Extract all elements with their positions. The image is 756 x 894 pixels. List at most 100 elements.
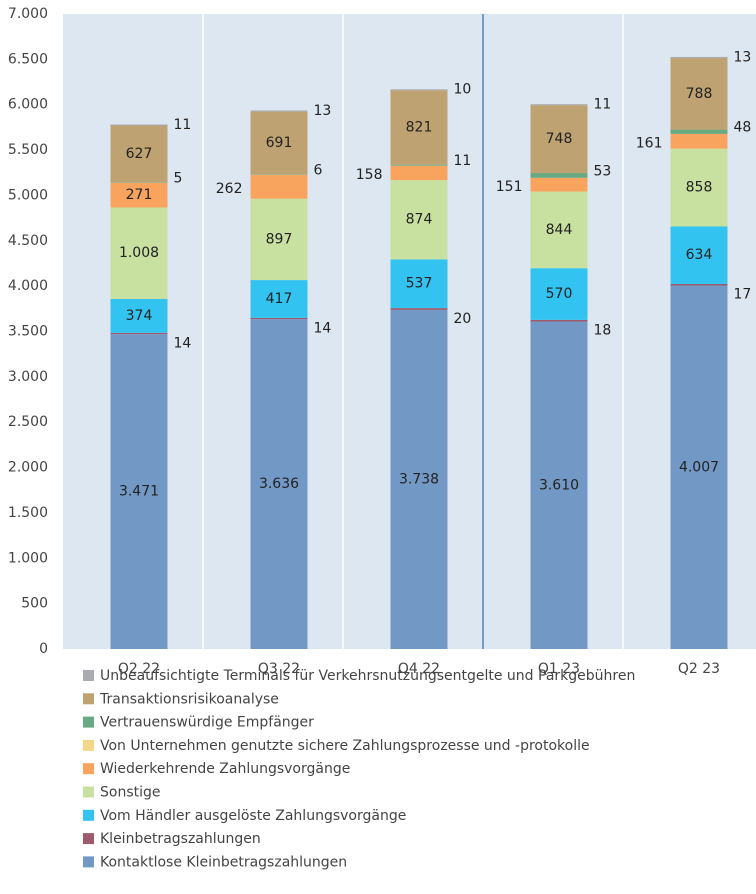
data-label: 570 [546, 286, 573, 302]
y-tick-label: 5.500 [8, 142, 48, 158]
y-tick-label: 6.500 [8, 51, 48, 67]
bar-segment [250, 280, 308, 318]
data-label: 53 [594, 163, 612, 179]
data-label: 3.636 [259, 476, 299, 492]
data-label: 48 [734, 120, 752, 136]
legend-swatch [83, 786, 94, 798]
data-label: 11 [594, 97, 612, 113]
data-label: 537 [406, 276, 433, 292]
x-tick-label: Q4 22 [398, 661, 440, 677]
data-label: 14 [174, 335, 192, 351]
legend-swatch [83, 739, 94, 751]
data-label: 5 [174, 171, 183, 187]
legend-swatch [83, 693, 94, 705]
legend-label: Vertrauenswürdige Empfänger [100, 715, 314, 731]
x-tick-label: Q3 22 [258, 661, 300, 677]
bar-segment [110, 207, 168, 299]
bar-segment [250, 174, 308, 175]
data-label: 417 [266, 291, 293, 307]
data-label: 3.610 [539, 477, 579, 493]
bar-segment [250, 111, 308, 175]
data-label: 6 [314, 163, 323, 179]
data-label: 3.738 [399, 471, 439, 487]
data-label: 691 [266, 135, 293, 151]
data-label: 10 [454, 82, 472, 98]
bar-segment [670, 129, 728, 134]
y-tick-label: 7.000 [8, 6, 48, 22]
bar-segment [250, 174, 308, 199]
y-tick-label: 3.500 [8, 324, 48, 340]
y-tick-label: 5.000 [8, 187, 48, 203]
legend-label: Kleinbetragszahlungen [100, 831, 261, 847]
bar-segment [670, 56, 728, 59]
data-label: 634 [686, 247, 713, 263]
y-tick-label: 2.000 [8, 460, 48, 476]
data-label: 788 [686, 86, 713, 102]
bar-segment [250, 198, 308, 281]
x-tick-label: Q2 23 [678, 661, 720, 677]
y-tick-label: 500 [21, 596, 48, 612]
legend-swatch [83, 763, 94, 775]
bar-segment [390, 308, 448, 310]
x-tick-label: Q2 22 [118, 661, 160, 677]
bar-segment [670, 148, 728, 227]
legend-label: Sonstige [100, 785, 161, 801]
legend-label: Transaktionsrisikoanalyse [99, 691, 279, 707]
bar-segment [110, 182, 168, 208]
data-label: 158 [356, 167, 383, 183]
bar-segment [390, 89, 448, 91]
bar-segment [110, 334, 168, 649]
legend-swatch [83, 809, 94, 821]
bar-segment [110, 332, 168, 335]
data-label: 748 [546, 131, 573, 147]
bar-segment [390, 259, 448, 309]
data-label: 4.007 [679, 459, 719, 475]
data-label: 821 [406, 119, 433, 135]
y-tick-label: 0 [39, 641, 48, 657]
bar-segment [110, 298, 168, 333]
legend-swatch [83, 716, 94, 728]
legend-label: Unbeaufsichtigte Terminals für Verkehrsn… [100, 668, 635, 684]
y-tick-label: 1.000 [8, 550, 48, 566]
bar-segment [110, 124, 168, 126]
data-label: 18 [594, 323, 612, 339]
data-label: 3.471 [119, 484, 159, 500]
y-tick-label: 6.000 [8, 97, 48, 113]
data-label: 627 [126, 146, 153, 162]
bar-segment [390, 90, 448, 165]
data-label: 11 [174, 117, 192, 133]
data-label: 262 [216, 181, 243, 197]
bar-segment [530, 319, 588, 322]
bar-segment [530, 105, 588, 174]
data-label: 17 [734, 287, 752, 303]
data-label: 14 [314, 321, 332, 337]
y-tick-label: 2.500 [8, 414, 48, 430]
legend-label: Wiederkehrende Zahlungsvorgänge [100, 761, 350, 777]
data-label: 897 [266, 231, 293, 247]
legend-label: Vom Händler ausgelöste Zahlungsvorgänge [100, 808, 406, 824]
bar-segment [530, 268, 588, 320]
data-label: 271 [126, 187, 153, 203]
data-label: 13 [734, 49, 752, 65]
data-label: 13 [314, 103, 332, 119]
bar-segment [670, 283, 728, 286]
bar-segment [390, 309, 448, 649]
bar-segment [670, 285, 728, 649]
data-label: 858 [686, 180, 713, 196]
bar-segment [530, 173, 588, 178]
y-tick-label: 1.500 [8, 505, 48, 521]
bar-segment [250, 319, 308, 649]
data-label: 11 [454, 153, 472, 169]
legend-label: Von Unternehmen genutzte sichere Zahlung… [100, 738, 590, 754]
y-tick-label: 3.000 [8, 369, 48, 385]
data-label: 20 [454, 311, 472, 327]
bar-segment [530, 191, 588, 269]
bar-segment [390, 164, 448, 166]
data-label: 374 [126, 308, 153, 324]
data-label: 151 [496, 179, 523, 195]
data-label: 1.008 [119, 245, 159, 261]
bar-segment [390, 165, 448, 181]
legend-swatch [83, 833, 94, 845]
bar-segment [110, 125, 168, 183]
